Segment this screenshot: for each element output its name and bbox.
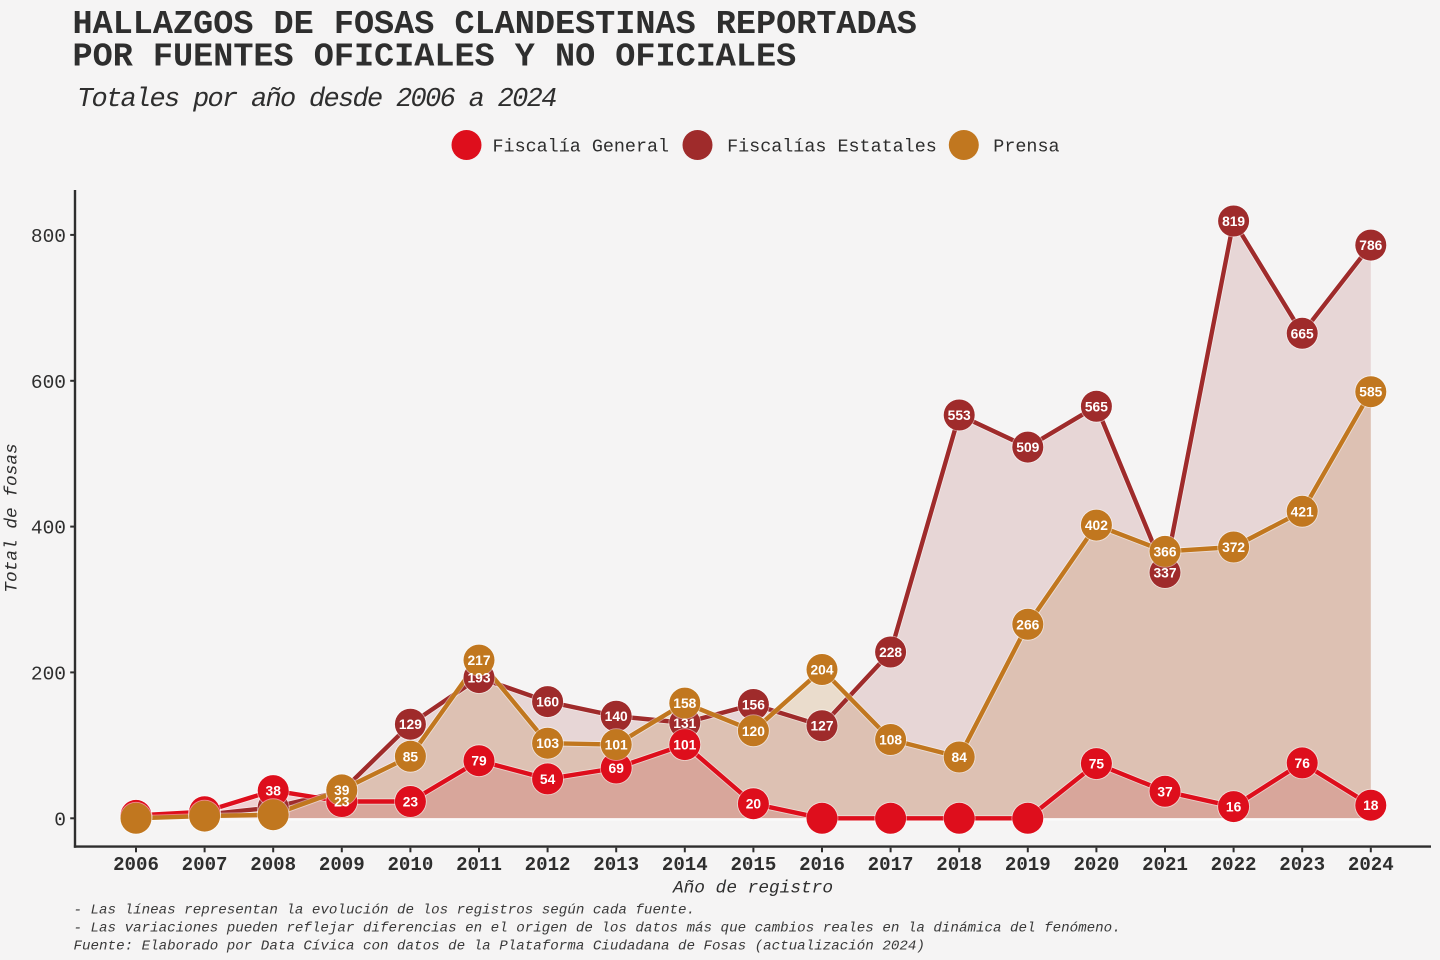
svg-text:54: 54 (540, 772, 556, 787)
svg-text:2017: 2017 (868, 854, 914, 876)
svg-text:- Las variaciones pueden refle: - Las variaciones pueden reflejar difere… (74, 920, 1121, 936)
svg-text:2018: 2018 (936, 854, 982, 876)
svg-text:39: 39 (334, 783, 350, 798)
svg-text:509: 509 (1016, 440, 1039, 455)
svg-text:2007: 2007 (182, 854, 228, 876)
svg-text:2020: 2020 (1073, 854, 1119, 876)
svg-text:Año de registro: Año de registro (672, 879, 833, 899)
svg-text:131: 131 (673, 716, 696, 731)
svg-text:129: 129 (399, 717, 422, 732)
svg-text:217: 217 (467, 653, 490, 668)
svg-text:Fuente: Elaborado por Data Cív: Fuente: Elaborado por Data Cívica con da… (74, 938, 925, 954)
svg-text:402: 402 (1085, 518, 1108, 533)
svg-text:800: 800 (31, 226, 66, 248)
svg-text:2010: 2010 (387, 854, 433, 876)
svg-text:23: 23 (334, 795, 350, 810)
svg-text:16: 16 (1226, 800, 1242, 815)
svg-text:23: 23 (403, 795, 419, 810)
svg-text:2013: 2013 (593, 854, 639, 876)
svg-text:2022: 2022 (1211, 854, 1257, 876)
svg-text:101: 101 (673, 738, 696, 753)
svg-text:665: 665 (1291, 326, 1314, 341)
svg-text:2006: 2006 (113, 854, 159, 876)
svg-text:POR FUENTES OFICIALES Y NO OFI: POR FUENTES OFICIALES Y NO OFICIALES (73, 39, 797, 77)
svg-text:200: 200 (31, 664, 66, 686)
svg-text:37: 37 (1157, 784, 1173, 799)
svg-text:103: 103 (536, 736, 559, 751)
svg-text:Prensa: Prensa (993, 137, 1059, 158)
svg-text:2024: 2024 (1348, 854, 1394, 876)
svg-text:69: 69 (609, 761, 625, 776)
svg-text:79: 79 (471, 754, 487, 769)
svg-text:366: 366 (1153, 544, 1176, 559)
svg-text:HALLAZGOS DE FOSAS CLANDESTINA: HALLAZGOS DE FOSAS CLANDESTINAS REPORTAD… (73, 6, 917, 44)
svg-text:786: 786 (1359, 238, 1382, 253)
svg-text:156: 156 (742, 698, 765, 713)
svg-text:- Las líneas representan la ev: - Las líneas representan la evolución de… (74, 903, 696, 919)
svg-text:2023: 2023 (1279, 854, 1325, 876)
svg-text:140: 140 (605, 709, 628, 724)
svg-text:2011: 2011 (456, 854, 502, 876)
svg-text:2009: 2009 (319, 854, 365, 876)
svg-text:Fiscalías Estatales: Fiscalías Estatales (727, 137, 937, 158)
svg-text:228: 228 (879, 645, 902, 660)
svg-text:158: 158 (673, 696, 696, 711)
svg-text:85: 85 (403, 749, 419, 764)
svg-text:266: 266 (1016, 617, 1039, 632)
svg-text:76: 76 (1295, 756, 1311, 771)
svg-text:2014: 2014 (662, 854, 708, 876)
svg-text:Fiscalía General: Fiscalía General (493, 137, 670, 158)
svg-text:18: 18 (1363, 798, 1379, 813)
svg-text:2021: 2021 (1142, 854, 1188, 876)
svg-text:84: 84 (952, 750, 968, 765)
svg-text:160: 160 (536, 695, 559, 710)
svg-text:75: 75 (1089, 757, 1105, 772)
svg-text:108: 108 (879, 733, 902, 748)
svg-text:2015: 2015 (730, 854, 776, 876)
svg-text:Totales por año desde 2006 a 2: Totales por año desde 2006 a 2024 (77, 85, 556, 115)
svg-text:372: 372 (1222, 540, 1245, 555)
svg-text:421: 421 (1291, 504, 1314, 519)
svg-text:2016: 2016 (799, 854, 845, 876)
svg-text:2012: 2012 (525, 854, 571, 876)
svg-text:101: 101 (605, 738, 628, 753)
svg-text:127: 127 (810, 719, 833, 734)
svg-text:0: 0 (54, 809, 66, 831)
svg-text:2008: 2008 (250, 854, 296, 876)
svg-text:Total de fosas: Total de fosas (3, 443, 23, 592)
svg-text:553: 553 (948, 408, 971, 423)
svg-text:38: 38 (266, 784, 282, 799)
svg-text:120: 120 (742, 724, 765, 739)
svg-text:400: 400 (31, 518, 66, 540)
svg-text:585: 585 (1359, 385, 1382, 400)
svg-text:819: 819 (1222, 214, 1245, 229)
svg-text:600: 600 (31, 372, 66, 394)
svg-text:204: 204 (810, 663, 833, 678)
svg-text:2019: 2019 (1005, 854, 1051, 876)
svg-text:565: 565 (1085, 399, 1108, 414)
svg-text:20: 20 (746, 797, 762, 812)
svg-text:337: 337 (1153, 566, 1176, 581)
svg-text:193: 193 (467, 671, 490, 686)
